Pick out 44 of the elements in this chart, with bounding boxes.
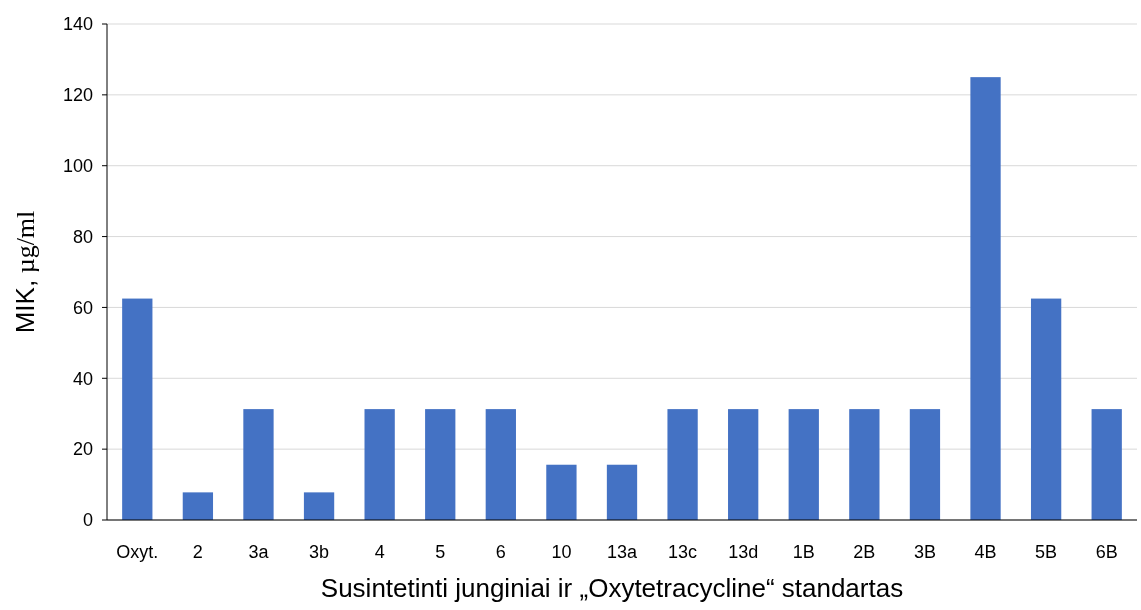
x-tick-label: 2 [192, 542, 203, 562]
y-tick-label: 0 [82, 510, 93, 531]
bar [1030, 298, 1062, 520]
x-tick-label: 3a [248, 542, 270, 562]
y-tick-label: 20 [72, 439, 93, 460]
bar [606, 464, 638, 520]
x-tick-label: 4B [974, 542, 997, 562]
x-axis-title: Susintetinti junginiai ir „Oxytetracycline“ standartas [320, 573, 904, 603]
bar [788, 409, 819, 520]
bar [728, 409, 759, 520]
x-tick-label: 5 [435, 542, 446, 562]
x-tick-label: 13a [606, 542, 638, 562]
x-tick-label: 6B [1095, 542, 1118, 562]
y-tick-label: 140 [62, 14, 93, 35]
y-tick-label: 100 [62, 156, 93, 177]
bar [243, 409, 274, 520]
x-tick-label: 2B [853, 542, 876, 562]
x-tick-label: 13c [668, 542, 698, 562]
bar [1091, 409, 1122, 520]
bar [303, 492, 335, 520]
x-tick-label: 4 [374, 542, 385, 562]
bar [909, 409, 941, 520]
bar [122, 298, 153, 520]
bar [425, 409, 456, 520]
x-tick-label: 5B [1035, 542, 1058, 562]
y-axis-title: MIK, µg/ml [10, 210, 40, 334]
x-tick-label: Oxyt. [116, 542, 159, 562]
bar [182, 492, 214, 520]
y-tick-label: 120 [62, 85, 93, 106]
y-tick-label: 60 [72, 297, 93, 318]
bar [849, 409, 880, 520]
y-tick-label: 80 [72, 226, 93, 247]
x-tick-label: 1B [792, 542, 815, 562]
bar [485, 409, 516, 520]
x-tick-label: 6 [495, 542, 506, 562]
y-tick-label: 40 [72, 368, 93, 389]
bar [546, 464, 577, 520]
x-tick-label: 3b [309, 542, 330, 562]
x-tick-label: 10 [551, 542, 572, 562]
x-tick-label: 13d [728, 542, 759, 562]
bar [667, 409, 698, 520]
bar [970, 77, 1001, 520]
x-tick-label: 3B [913, 542, 936, 562]
bar [364, 409, 395, 520]
